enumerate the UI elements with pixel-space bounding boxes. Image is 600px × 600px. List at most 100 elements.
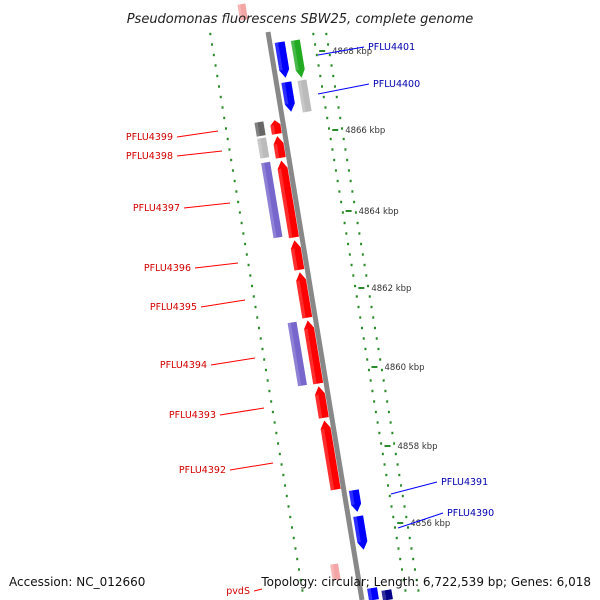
gc-dot [275, 431, 278, 435]
gc-dot [340, 127, 343, 130]
orf-green-1-shape [290, 39, 305, 78]
gc-dot [373, 326, 376, 330]
gc-dot [379, 358, 382, 361]
gc-dot [415, 578, 418, 582]
orf-gray-2 [257, 137, 270, 159]
gc-dot [390, 505, 393, 508]
tick-label: 4856 kbp [410, 519, 450, 529]
gc-dot [247, 263, 250, 267]
gc-dot [372, 316, 375, 319]
gc-dot [291, 526, 294, 529]
gc-dot [330, 64, 333, 67]
gc-dot [297, 568, 300, 571]
orf-gray-2-shape [257, 137, 270, 159]
gene-extra-blue-shade [367, 588, 373, 600]
tick-label: 4860 kbp [384, 363, 424, 373]
gene-pflu4400-shape [281, 81, 295, 112]
gene-label-pflu4395-leader [200, 299, 246, 308]
gc-dot [212, 53, 215, 57]
gc-dot [292, 536, 295, 540]
gc-dot [228, 148, 231, 151]
gc-dot [370, 305, 373, 309]
gc-dot [278, 452, 281, 456]
gc-dot [382, 379, 385, 382]
gc-dot [357, 305, 360, 309]
gene-pflu4392 [320, 420, 341, 491]
gc-dot [404, 589, 407, 592]
gc-dot [362, 337, 365, 340]
gc-dot [327, 127, 330, 130]
gc-dot [319, 74, 322, 78]
gc-dot [235, 190, 238, 193]
gc-dot [334, 85, 337, 88]
gc-dot [365, 274, 368, 277]
gc-dot [209, 32, 212, 36]
gc-dot [233, 179, 236, 183]
orf-gray-1 [297, 79, 312, 113]
gc-dot [373, 400, 376, 403]
gc-dot [367, 368, 370, 372]
gc-dot [329, 137, 332, 141]
gene-extra-navy-shade [381, 590, 387, 600]
gc-dot [378, 431, 381, 435]
gc-dot [242, 232, 245, 235]
gene-label-pflu4393-leader [219, 407, 265, 416]
gene-pflu4400 [281, 81, 295, 112]
gc-dot [394, 452, 397, 456]
gc-dot [282, 473, 285, 477]
gene-pflu4399-shade [270, 125, 276, 135]
gene-label-pflu4399-leader [176, 130, 219, 138]
gc-dot [354, 284, 357, 288]
gc-dot [336, 179, 339, 183]
gc-dot [339, 116, 342, 120]
gene-pflu4391-shade [348, 490, 355, 506]
gc-dot [360, 242, 363, 246]
gc-dot [345, 232, 348, 235]
gene-pflu4401-shape [274, 41, 290, 78]
gene-label-pflu4400-leader [317, 83, 370, 95]
gc-dot [368, 295, 371, 298]
tick-label: 4858 kbp [398, 442, 438, 452]
gc-dot [380, 368, 383, 372]
gc-dot [223, 116, 226, 120]
gc-dot [238, 211, 241, 214]
gene-pflu4393-shape [314, 386, 329, 419]
gc-dot [231, 169, 234, 172]
tick-label: 4866 kbp [345, 126, 385, 136]
gene-pflu4393 [314, 386, 329, 419]
gc-dot [271, 410, 274, 414]
tick-label: 4868 kbp [332, 47, 372, 57]
gc-dot [211, 43, 214, 46]
gc-dot [394, 526, 397, 529]
gc-dot [245, 253, 248, 256]
gc-dot [344, 148, 347, 151]
gc-dot [296, 557, 299, 561]
gene-label-pflu4397: PFLU4397 [133, 203, 180, 214]
gc-dot [417, 589, 420, 592]
gc-dot [294, 547, 297, 550]
genome-backbone [265, 31, 365, 600]
orf-pink-top-shade [237, 4, 243, 21]
gc-dot [328, 53, 331, 57]
gc-dot [407, 526, 410, 529]
gene-label-pflu4392: PFLU4392 [179, 465, 226, 476]
gene-pflu4399 [270, 120, 282, 135]
orf-pink-top-shape [237, 3, 248, 21]
gene-pflu4391-shape [348, 489, 362, 512]
gene-pflu4398-shade [273, 143, 280, 159]
gc-dot [268, 389, 271, 393]
gc-dot [264, 368, 267, 372]
gene-label-pflu4394: PFLU4394 [160, 360, 207, 371]
gene-label-pflu4396: PFLU4396 [144, 263, 191, 274]
gc-dot [400, 484, 403, 487]
gc-dot [347, 169, 350, 172]
gc-dot [219, 95, 222, 99]
gene-label-pflu4394-leader [210, 357, 256, 366]
gc-dot [332, 74, 335, 78]
gc-dot [387, 484, 390, 487]
gc-dot [384, 389, 387, 393]
gc-dot [343, 221, 346, 225]
gc-dot [338, 190, 341, 193]
gc-dot [301, 589, 304, 592]
gc-dot [348, 253, 351, 256]
